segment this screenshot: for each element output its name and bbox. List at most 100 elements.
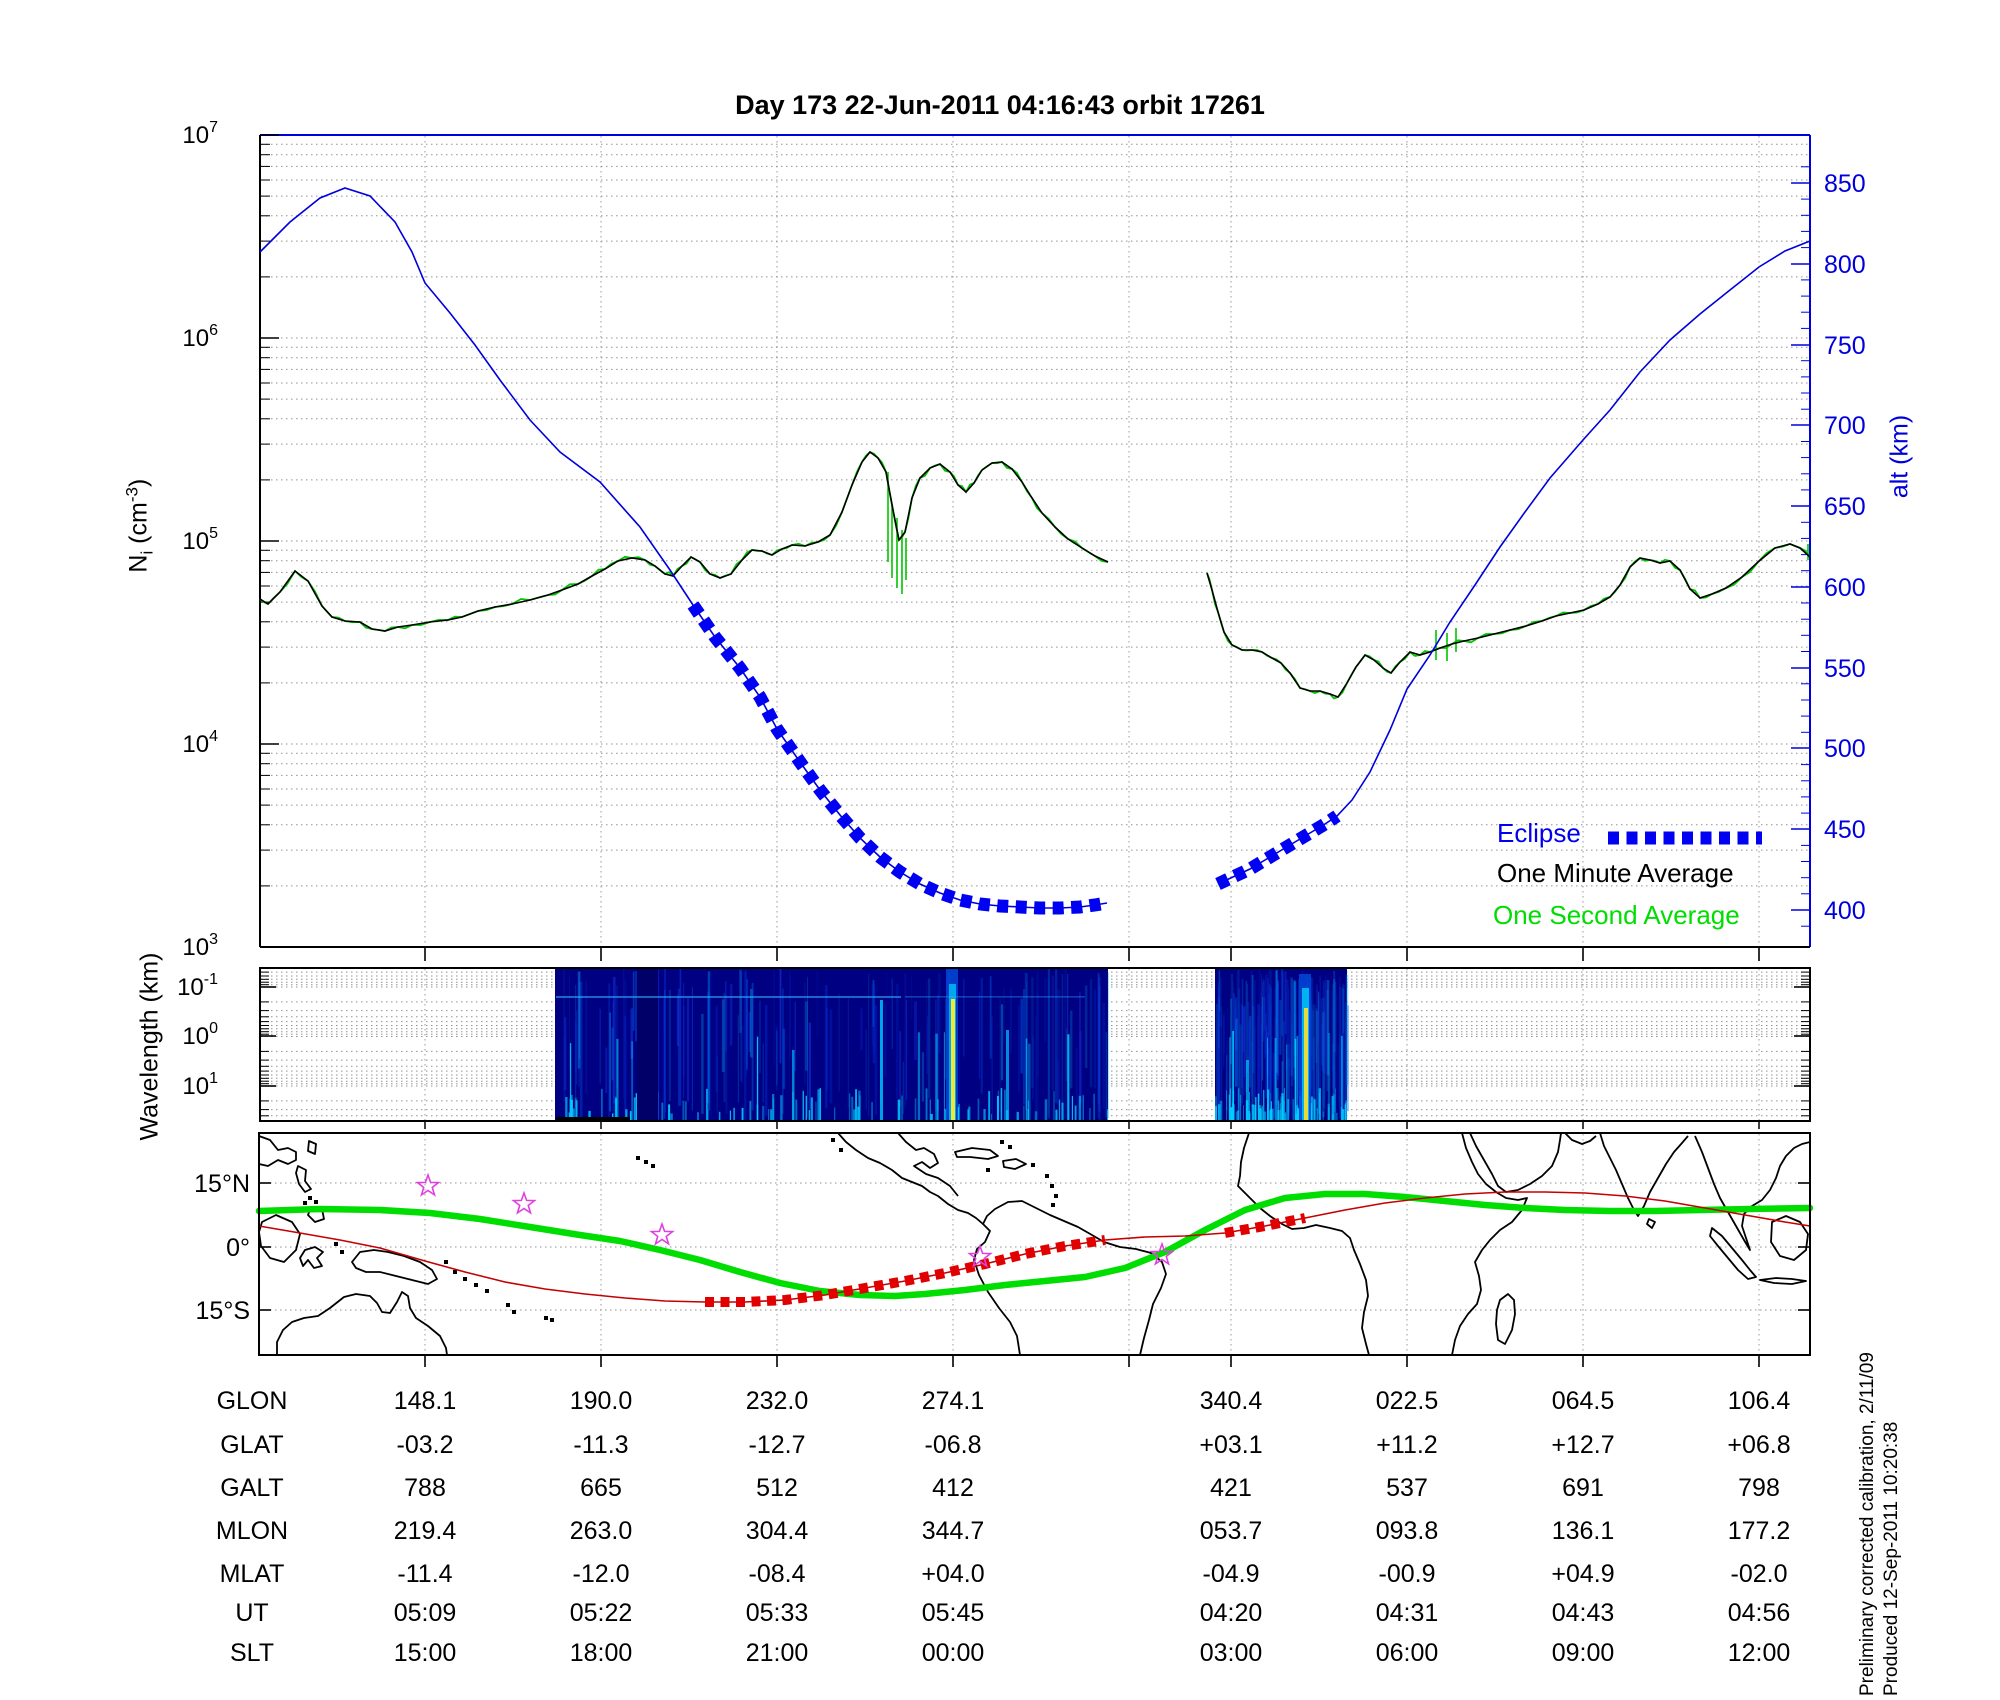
spectrogram-cyan-streak	[1074, 1105, 1077, 1120]
spectrogram-streak	[1276, 973, 1280, 1118]
spectrogram-streak	[1093, 989, 1097, 1089]
table-cell: 12:00	[1728, 1639, 1791, 1667]
spectrogram-streak	[1219, 978, 1222, 1027]
alt-tick-label: 650	[1824, 493, 1866, 521]
spectrogram-streak	[1054, 969, 1058, 1103]
spectrogram-streak	[1084, 985, 1088, 1069]
spectrogram-streak	[622, 968, 625, 1100]
alt-tick-label: 850	[1824, 170, 1866, 198]
table-cell: 148.1	[394, 1387, 457, 1415]
spectrogram-streak	[563, 968, 565, 1102]
spectrogram-cyan-streak	[1341, 1109, 1345, 1120]
island-dot	[544, 1316, 548, 1320]
spectrogram-cyan-streak	[1078, 1095, 1082, 1120]
one-minute-average-curve	[1206, 543, 1811, 698]
spectrogram-streak	[576, 1011, 578, 1085]
spectrogram-streak	[1282, 1021, 1285, 1106]
spectrogram-streak	[808, 1022, 811, 1109]
island-dot	[512, 1310, 516, 1314]
spectrogram-streak	[914, 1001, 917, 1060]
spectrogram-cyan-streak	[967, 1109, 969, 1120]
island-dot	[506, 1303, 510, 1307]
spectrogram-streak	[1275, 970, 1278, 1073]
table-cell: 05:33	[746, 1599, 809, 1627]
spectrogram-streak	[1251, 975, 1254, 1108]
spectrogram-streak	[1260, 1006, 1263, 1069]
spectrogram-streak	[679, 968, 682, 1106]
spectrogram-streak	[1102, 1003, 1106, 1110]
spectrogram-streak	[1098, 977, 1101, 1121]
spectrogram-streak	[1293, 980, 1297, 1080]
spectrogram-streak	[1233, 986, 1235, 1100]
spectrogram-streak	[1333, 970, 1336, 1113]
spectrogram-streak	[630, 1008, 633, 1059]
spectrogram-cyan-streak	[1332, 1096, 1335, 1120]
spectrogram-cyan-streak	[1333, 1094, 1335, 1120]
spectrogram-cyan-streak	[815, 1101, 817, 1120]
spectrogram-streak	[1098, 985, 1101, 1112]
spectrogram-streak	[807, 976, 808, 1118]
coastline	[973, 1200, 1167, 1356]
spectrogram-streak	[1262, 982, 1264, 1035]
spectrogram-cyan-streak	[569, 1043, 572, 1120]
spectrogram-streak	[577, 971, 581, 1069]
spectrogram-streak	[980, 977, 983, 1094]
spectrogram-streak	[1000, 1004, 1004, 1081]
spectrogram-streak	[716, 1056, 718, 1113]
spectrogram-streak	[926, 1016, 929, 1074]
spectrogram-streak	[990, 1021, 993, 1111]
spectrogram-streak	[739, 969, 742, 1033]
spectrogram-cyan-streak	[1279, 1103, 1281, 1120]
spectrogram-cyan-streak	[925, 1088, 928, 1120]
one-minute-average-curve	[259, 450, 1109, 632]
coastline	[1770, 1215, 1809, 1261]
spectrogram-cyan-streak	[1023, 1105, 1025, 1120]
island-dot	[831, 1138, 835, 1142]
spectrogram-streak	[1036, 970, 1039, 1117]
spectrogram-streak	[902, 1061, 905, 1114]
spectrogram-cyan-streak	[1061, 1102, 1064, 1120]
table-cell: 04:20	[1200, 1599, 1263, 1627]
spectrogram-cyan-streak	[706, 1088, 708, 1120]
spectrogram-streak	[872, 979, 875, 1027]
spectrogram-streak	[1242, 1006, 1245, 1052]
orbit-star-marker	[415, 1172, 441, 1197]
coastline	[1495, 1293, 1516, 1345]
spectrogram-streak	[789, 974, 791, 1058]
spectrogram-cyan-streak	[1004, 1089, 1006, 1120]
spectrogram-streak	[1075, 1047, 1078, 1118]
spectrogram-cyan-streak	[1231, 1110, 1234, 1120]
spectrogram-cyan-streak	[685, 1101, 687, 1120]
spectrogram-cyan-streak	[855, 1089, 857, 1120]
spectrogram-cyan-streak	[668, 1104, 671, 1120]
island-dot	[308, 1196, 312, 1200]
table-cell: 232.0	[746, 1387, 809, 1415]
spectrogram-streak	[1023, 971, 1026, 1079]
spectrogram-streak	[691, 987, 693, 1111]
spectrogram-streak	[1221, 1014, 1223, 1115]
spectrogram-cyan-streak	[1229, 1108, 1233, 1120]
spectrogram-streak	[1284, 971, 1287, 1034]
spectrogram-streak	[1220, 1006, 1223, 1104]
spectrogram-streak	[1312, 1060, 1315, 1110]
spectrogram-streak	[1235, 1018, 1238, 1087]
spectrogram-streak	[578, 971, 580, 1087]
spectrogram-cyan-streak	[1071, 1096, 1073, 1120]
spectrogram-streak	[729, 984, 733, 1046]
spectrogram-streak	[1252, 1006, 1255, 1074]
spectrogram-streak	[725, 981, 727, 1052]
spectrogram-streak	[1246, 983, 1249, 1073]
spectrogram-streak	[1065, 1028, 1068, 1081]
spectrogram-streak	[707, 991, 710, 1104]
spectrogram-streak	[624, 980, 627, 1118]
spectrogram-streak	[1287, 979, 1290, 1121]
spectrogram-streak	[1269, 987, 1272, 1105]
spectrogram-streak	[677, 988, 680, 1106]
spectrogram-cyan-streak	[1067, 1034, 1070, 1120]
spectrogram-cyan-streak	[1230, 1107, 1232, 1120]
island-dot	[986, 1168, 990, 1172]
spectrogram-streak	[759, 1000, 761, 1073]
y-tick-label-left: 103	[182, 931, 218, 961]
table-cell: 691	[1562, 1474, 1604, 1502]
ground-track-eclipse-dashes	[705, 1235, 1106, 1307]
